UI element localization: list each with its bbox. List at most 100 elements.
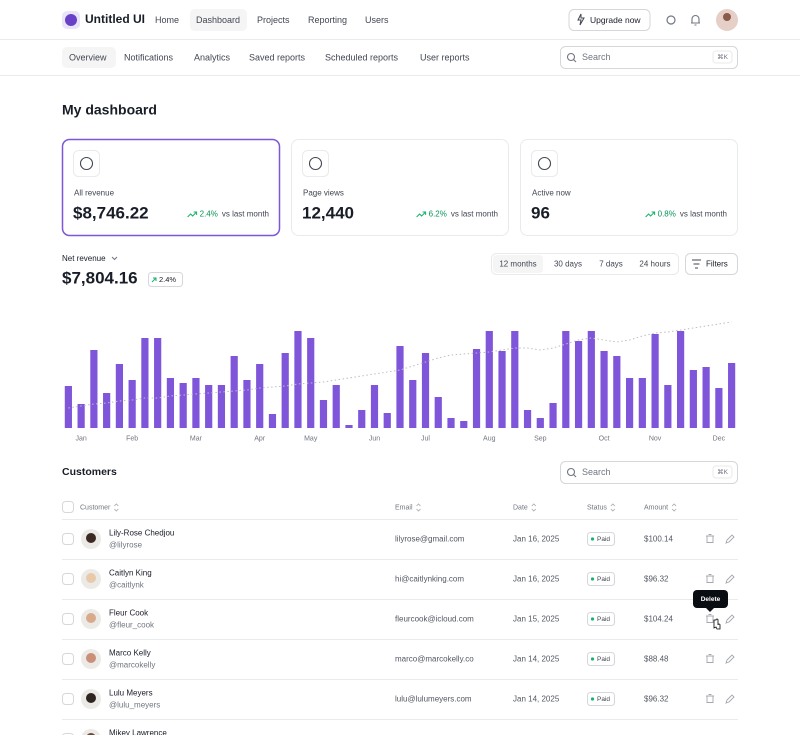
x-tick-label: May <box>304 435 318 442</box>
bar <box>103 393 111 428</box>
bar <box>64 386 72 428</box>
bar <box>345 425 353 428</box>
checkbox[interactable] <box>62 573 74 585</box>
x-tick-label: Dec <box>713 435 726 442</box>
page-title: My dashboard <box>62 102 157 118</box>
tab[interactable]: Saved reports <box>249 52 306 62</box>
bar <box>689 370 697 428</box>
bar <box>409 380 417 428</box>
range-option[interactable]: 30 days <box>554 260 582 269</box>
avatar-face <box>86 613 96 623</box>
bell-icon[interactable] <box>691 14 700 26</box>
bar <box>715 388 723 428</box>
customer-status: Paid <box>597 576 610 583</box>
tab[interactable]: Analytics <box>194 52 231 62</box>
column-header[interactable]: Status <box>587 504 607 511</box>
search-icon <box>566 467 576 477</box>
edit-icon[interactable] <box>725 654 735 664</box>
tab[interactable]: Overview <box>69 52 107 62</box>
x-tick-label: Mar <box>190 435 203 442</box>
active-tab <box>62 47 116 68</box>
trend-arrow <box>416 211 427 218</box>
nav-link[interactable]: Users <box>365 15 389 25</box>
tab[interactable]: Notifications <box>124 52 174 62</box>
stat-compare: vs last month <box>451 210 498 219</box>
bar <box>217 385 226 428</box>
bar <box>383 413 391 428</box>
stat-compare: vs last month <box>222 210 269 219</box>
checkbox[interactable] <box>62 613 74 625</box>
checkbox[interactable] <box>62 501 74 513</box>
tooltip-label: Delete <box>701 596 721 603</box>
sort-icon <box>671 503 677 512</box>
card-icon <box>73 150 100 177</box>
status-dot <box>590 697 595 701</box>
status-badge <box>587 652 615 666</box>
bar <box>230 356 238 428</box>
status-dot <box>590 657 595 661</box>
customer-status: Paid <box>597 536 610 543</box>
filter-icon <box>692 259 701 269</box>
bar <box>358 410 366 428</box>
edit-icon[interactable] <box>725 694 735 704</box>
delete-icon[interactable] <box>706 614 714 623</box>
delete-icon[interactable] <box>706 574 714 583</box>
bar <box>625 378 634 428</box>
column-header[interactable]: Amount <box>644 504 668 511</box>
bar <box>421 353 430 428</box>
customer-name: Fleur Cook <box>109 609 149 618</box>
upgrade-button[interactable] <box>568 9 651 31</box>
upgrade-label[interactable]: Upgrade now <box>590 15 641 25</box>
customer-amount: $104.24 <box>644 615 673 624</box>
customer-date: Jan 14, 2025 <box>513 695 560 704</box>
checkbox[interactable] <box>62 693 74 705</box>
checkbox[interactable] <box>62 533 74 545</box>
status-badge <box>587 572 615 586</box>
filters-button[interactable] <box>685 253 738 275</box>
delete-icon[interactable] <box>706 694 714 703</box>
nav-link[interactable]: Home <box>155 15 179 25</box>
tab[interactable]: User reports <box>420 52 470 62</box>
settings-icon[interactable] <box>666 15 676 25</box>
bar <box>166 378 175 428</box>
edit-icon[interactable] <box>725 614 735 624</box>
bar <box>434 397 442 428</box>
search-box[interactable] <box>560 461 738 484</box>
x-tick-label: Sep <box>534 435 547 442</box>
revenue-label: Net revenue <box>62 254 106 263</box>
column-header[interactable]: Date <box>513 504 528 511</box>
delete-icon[interactable] <box>706 534 714 543</box>
chevron[interactable] <box>111 256 118 261</box>
cursor <box>713 618 721 630</box>
shortcut-key <box>712 465 733 479</box>
range-option[interactable]: 24 hours <box>639 260 670 269</box>
x-tick-label: Apr <box>254 435 266 442</box>
delete-icon[interactable] <box>706 654 714 663</box>
customer-handle: @fleur_cook <box>109 621 155 630</box>
card-icon <box>302 150 329 177</box>
stat-card <box>291 139 509 236</box>
customer-amount: $88.48 <box>644 655 669 664</box>
edit-icon[interactable] <box>725 534 735 544</box>
search-placeholder[interactable]: Search <box>582 467 611 477</box>
revenue-change: 2.4% <box>159 275 176 284</box>
range-option[interactable]: 7 days <box>599 260 623 269</box>
checkbox[interactable] <box>62 653 74 665</box>
search-placeholder[interactable]: Search <box>582 52 611 62</box>
column-header[interactable]: Email <box>395 504 413 511</box>
filters-label[interactable]: Filters <box>706 260 728 269</box>
range-option[interactable]: 12 months <box>499 260 536 269</box>
tab[interactable]: Scheduled reports <box>325 52 399 62</box>
column-header[interactable]: Customer <box>80 504 111 511</box>
edit-icon[interactable] <box>725 574 735 584</box>
customer-handle: @lilyrose <box>109 541 143 550</box>
customer-name: Mikey Lawrence <box>109 729 167 735</box>
nav-link[interactable]: Projects <box>257 15 290 25</box>
nav-link[interactable]: Reporting <box>308 15 347 25</box>
nav-link[interactable]: Dashboard <box>196 15 240 25</box>
search-box[interactable] <box>560 46 738 69</box>
sort-icon <box>531 503 537 512</box>
search-icon <box>573 59 577 63</box>
stat-change: 0.8% <box>658 210 676 219</box>
stat-label: Page views <box>303 189 344 198</box>
